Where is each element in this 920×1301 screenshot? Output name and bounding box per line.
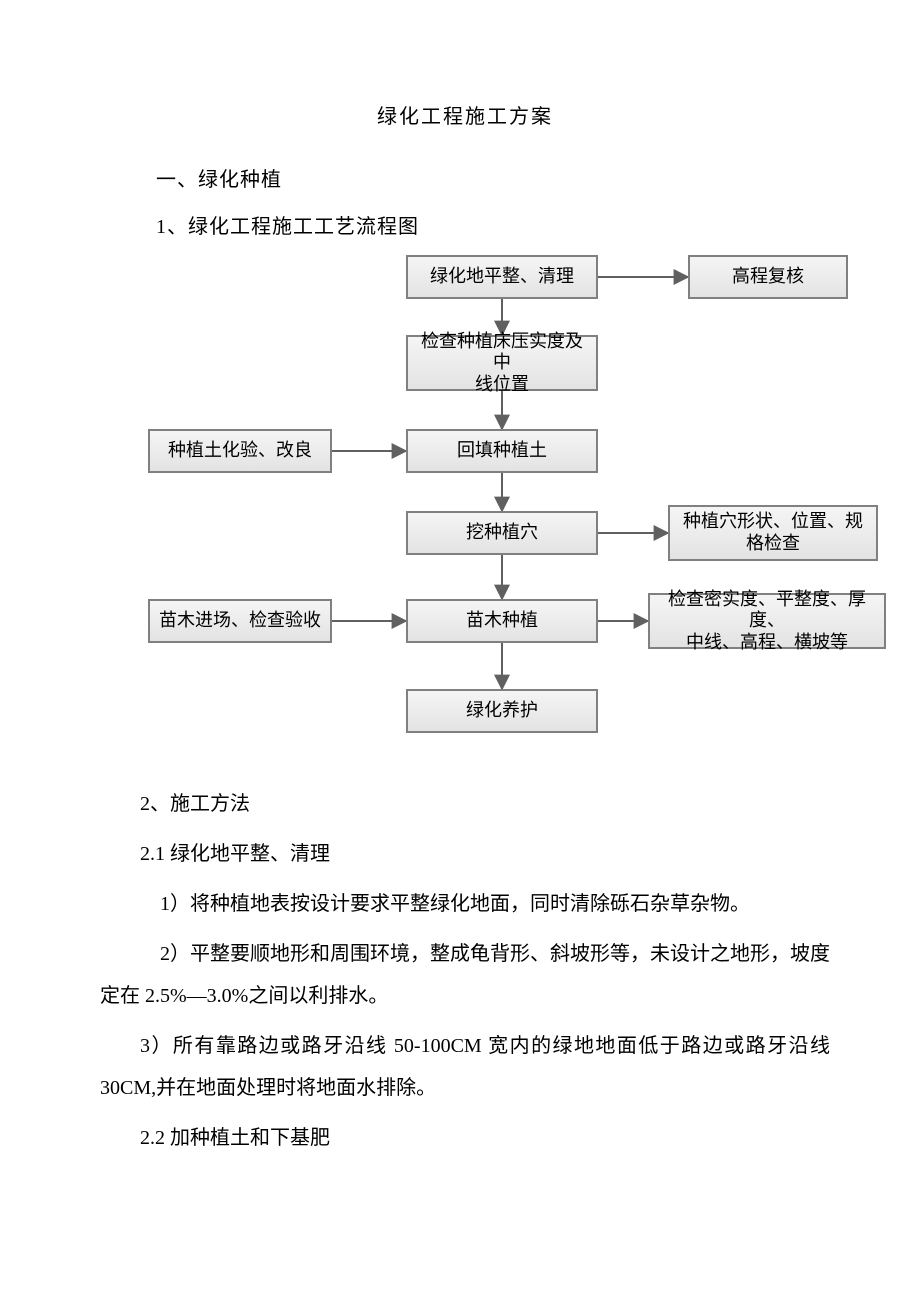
flowchart-node: 绿化养护 xyxy=(406,689,598,733)
item-heading-2: 2、施工方法 xyxy=(100,783,830,825)
flowchart-node: 检查密实度、平整度、厚度、中线、高程、横坡等 xyxy=(648,593,886,649)
flowchart-node: 种植穴形状、位置、规格检查 xyxy=(668,505,878,561)
document-page: 绿化工程施工方案 一、绿化种植 1、绿化工程施工工艺流程图 绿化地平整、清理 高程… xyxy=(0,0,920,1227)
flowchart-node: 种植土化验、改良 xyxy=(148,429,332,473)
paragraph-2-1-3: 3）所有靠路边或路牙沿线 50-100CM 宽内的绿地地面低于路边或路牙沿线 3… xyxy=(100,1025,830,1109)
document-title: 绿化工程施工方案 xyxy=(100,100,830,129)
flowchart-node: 高程复核 xyxy=(688,255,848,299)
paragraph-2-1-2: 2）平整要顺地形和周围环境，整成龟背形、斜坡形等，未设计之地形，坡度定在 2.5… xyxy=(100,933,830,1017)
flowchart-node: 苗木种植 xyxy=(406,599,598,643)
flowchart-node: 检查种植床压实度及中线位置 xyxy=(406,335,598,391)
item-heading-1: 1、绿化工程施工工艺流程图 xyxy=(156,210,830,239)
subsection-2-2-title: 2.2 加种植土和下基肥 xyxy=(100,1117,830,1159)
section-heading-1: 一、绿化种植 xyxy=(156,163,830,192)
flowchart: 绿化地平整、清理 高程复核检查种植床压实度及中线位置种植土化验、改良 回填种植土挖种… xyxy=(148,255,888,765)
paragraph-2-1-1: 1）将种植地表按设计要求平整绿化地面，同时清除砾石杂草杂物。 xyxy=(100,883,830,925)
flowchart-node: 绿化地平整、清理 xyxy=(406,255,598,299)
flowchart-node: 挖种植穴 xyxy=(406,511,598,555)
subsection-2-1-title: 2.1 绿化地平整、清理 xyxy=(100,833,830,875)
flowchart-node: 苗木进场、检查验收 xyxy=(148,599,332,643)
flowchart-node: 回填种植土 xyxy=(406,429,598,473)
